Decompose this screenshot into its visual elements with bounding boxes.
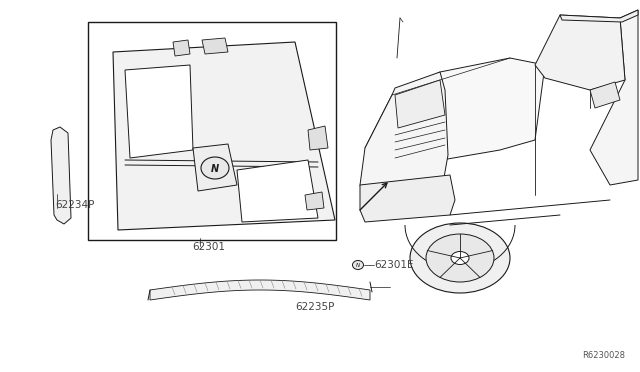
Ellipse shape xyxy=(353,260,364,269)
Polygon shape xyxy=(237,160,318,222)
Ellipse shape xyxy=(451,251,469,264)
Text: N: N xyxy=(356,263,360,268)
Polygon shape xyxy=(51,127,71,224)
Bar xyxy=(88,22,336,240)
Ellipse shape xyxy=(426,234,494,282)
Polygon shape xyxy=(535,15,625,90)
Polygon shape xyxy=(590,82,620,108)
Polygon shape xyxy=(173,40,190,56)
Polygon shape xyxy=(125,65,193,158)
Ellipse shape xyxy=(410,223,510,293)
Text: R6230028: R6230028 xyxy=(582,351,625,360)
Text: 62301: 62301 xyxy=(192,242,225,252)
Polygon shape xyxy=(113,42,335,230)
Polygon shape xyxy=(365,58,545,170)
Polygon shape xyxy=(150,280,370,300)
Polygon shape xyxy=(560,10,638,22)
Ellipse shape xyxy=(201,157,229,179)
Polygon shape xyxy=(590,10,638,185)
Polygon shape xyxy=(202,38,228,54)
Polygon shape xyxy=(308,126,328,150)
Polygon shape xyxy=(395,80,445,128)
Text: 62235P: 62235P xyxy=(295,302,334,312)
Text: N: N xyxy=(211,164,219,174)
Polygon shape xyxy=(193,144,237,191)
Polygon shape xyxy=(360,175,455,222)
Text: 62234P: 62234P xyxy=(55,200,94,210)
Polygon shape xyxy=(360,72,448,215)
Polygon shape xyxy=(305,192,324,210)
Text: 62301E: 62301E xyxy=(374,260,413,270)
